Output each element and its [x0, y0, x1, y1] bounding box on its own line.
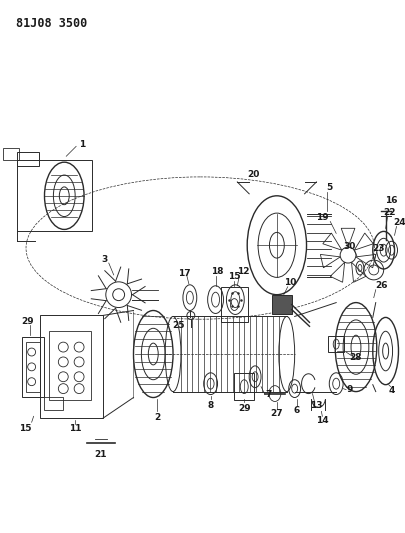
Text: 25: 25	[173, 321, 185, 330]
Text: 7: 7	[266, 390, 272, 399]
Text: 26: 26	[375, 281, 388, 290]
Text: 6: 6	[294, 406, 300, 415]
Text: 23: 23	[373, 244, 385, 253]
Text: 1: 1	[79, 140, 85, 149]
Text: 19: 19	[316, 213, 329, 222]
Text: 30: 30	[344, 242, 356, 251]
Text: 5: 5	[326, 183, 333, 192]
Bar	[272, 295, 292, 314]
Text: 4: 4	[388, 386, 395, 395]
Text: 17: 17	[178, 269, 190, 278]
Bar	[3, 148, 19, 160]
Bar	[49, 332, 91, 400]
Text: 8: 8	[207, 401, 214, 410]
Text: 21: 21	[95, 450, 107, 459]
Text: 10: 10	[284, 278, 296, 287]
Text: 81J08 3500: 81J08 3500	[16, 17, 87, 30]
Text: 29: 29	[21, 317, 34, 326]
Text: 15: 15	[228, 272, 241, 281]
Text: 3: 3	[102, 255, 108, 264]
Text: 24: 24	[393, 218, 405, 227]
Text: 15: 15	[19, 424, 32, 433]
Bar	[17, 152, 38, 166]
Text: 18: 18	[211, 268, 224, 277]
Bar	[220, 287, 248, 322]
Text: 12: 12	[237, 268, 249, 277]
Bar	[40, 316, 103, 418]
Text: 22: 22	[384, 208, 396, 217]
Bar	[328, 336, 344, 352]
Text: 11: 11	[69, 424, 81, 433]
Text: 14: 14	[316, 416, 329, 425]
Bar	[234, 373, 254, 400]
Bar	[22, 337, 43, 397]
Bar	[43, 397, 63, 410]
Text: 9: 9	[347, 385, 353, 394]
Text: 2: 2	[154, 413, 160, 422]
Bar	[17, 160, 92, 231]
Bar	[26, 342, 40, 392]
Text: 29: 29	[238, 404, 251, 413]
Text: 20: 20	[247, 169, 259, 179]
Text: 27: 27	[271, 409, 283, 418]
Text: 16: 16	[385, 196, 398, 205]
Text: 13: 13	[310, 401, 323, 410]
Text: 28: 28	[350, 353, 362, 362]
